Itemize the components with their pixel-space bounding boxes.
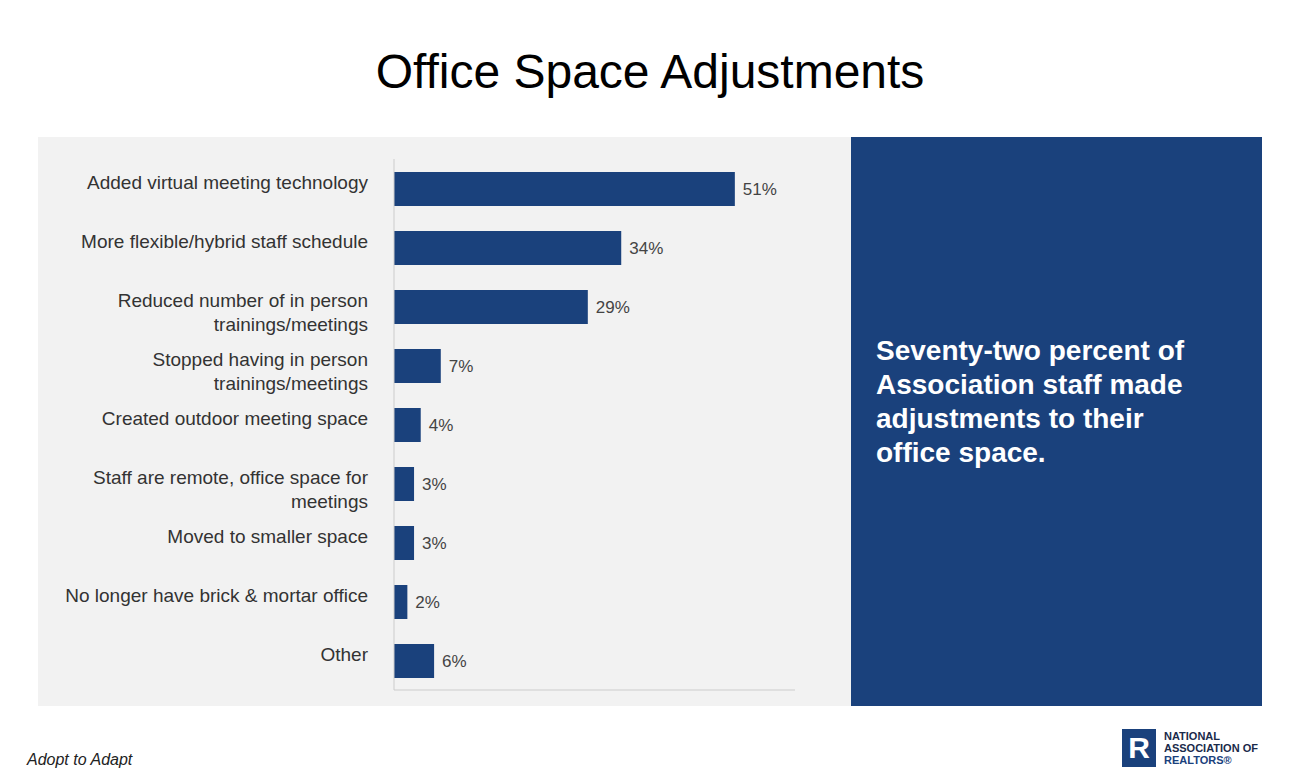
svg-text:Created outdoor meeting space: Created outdoor meeting space <box>102 408 368 429</box>
html-text:Seventy-two percent of Associa: Seventy-two percent of Association staff… <box>876 334 1185 468</box>
svg-text:More flexible/hybrid staff sch: More flexible/hybrid staff schedule <box>81 231 368 252</box>
svg-text:4%: 4% <box>429 416 454 435</box>
svg-text:3%: 3% <box>422 475 447 494</box>
html-text:Office Space Adjustments: Office Space Adjustments <box>375 45 925 98</box>
html-text:ASSOCIATION OF: ASSOCIATION OF <box>1164 742 1258 754</box>
html-text:R: R <box>1128 731 1150 764</box>
svg-text:Moved to smaller space: Moved to smaller space <box>167 526 368 547</box>
svg-text:3%: 3% <box>422 534 447 553</box>
svg-text:34%: 34% <box>629 239 663 258</box>
html-text:Adopt to Adapt: Adopt to Adapt <box>27 751 133 768</box>
svg-text:Stopped having in persontraini: Stopped having in persontrainings/meetin… <box>153 349 369 394</box>
svg-text:Other: Other <box>320 644 368 665</box>
svg-text:Staff are remote, office space: Staff are remote, office space formeetin… <box>93 467 369 512</box>
html-text:REALTORS®: REALTORS® <box>1164 754 1232 766</box>
svg-text:Added virtual meeting technolo: Added virtual meeting technology <box>87 172 368 193</box>
svg-text:29%: 29% <box>596 298 630 317</box>
svg-text:No longer have brick & mortar: No longer have brick & mortar office <box>65 585 368 606</box>
html-text:NATIONAL: NATIONAL <box>1164 730 1220 742</box>
svg-text:Reduced number of in persontra: Reduced number of in persontrainings/mee… <box>118 290 368 335</box>
svg-text:7%: 7% <box>449 357 474 376</box>
svg-text:6%: 6% <box>442 652 467 671</box>
svg-text:2%: 2% <box>415 593 440 612</box>
svg-text:51%: 51% <box>743 180 777 199</box>
